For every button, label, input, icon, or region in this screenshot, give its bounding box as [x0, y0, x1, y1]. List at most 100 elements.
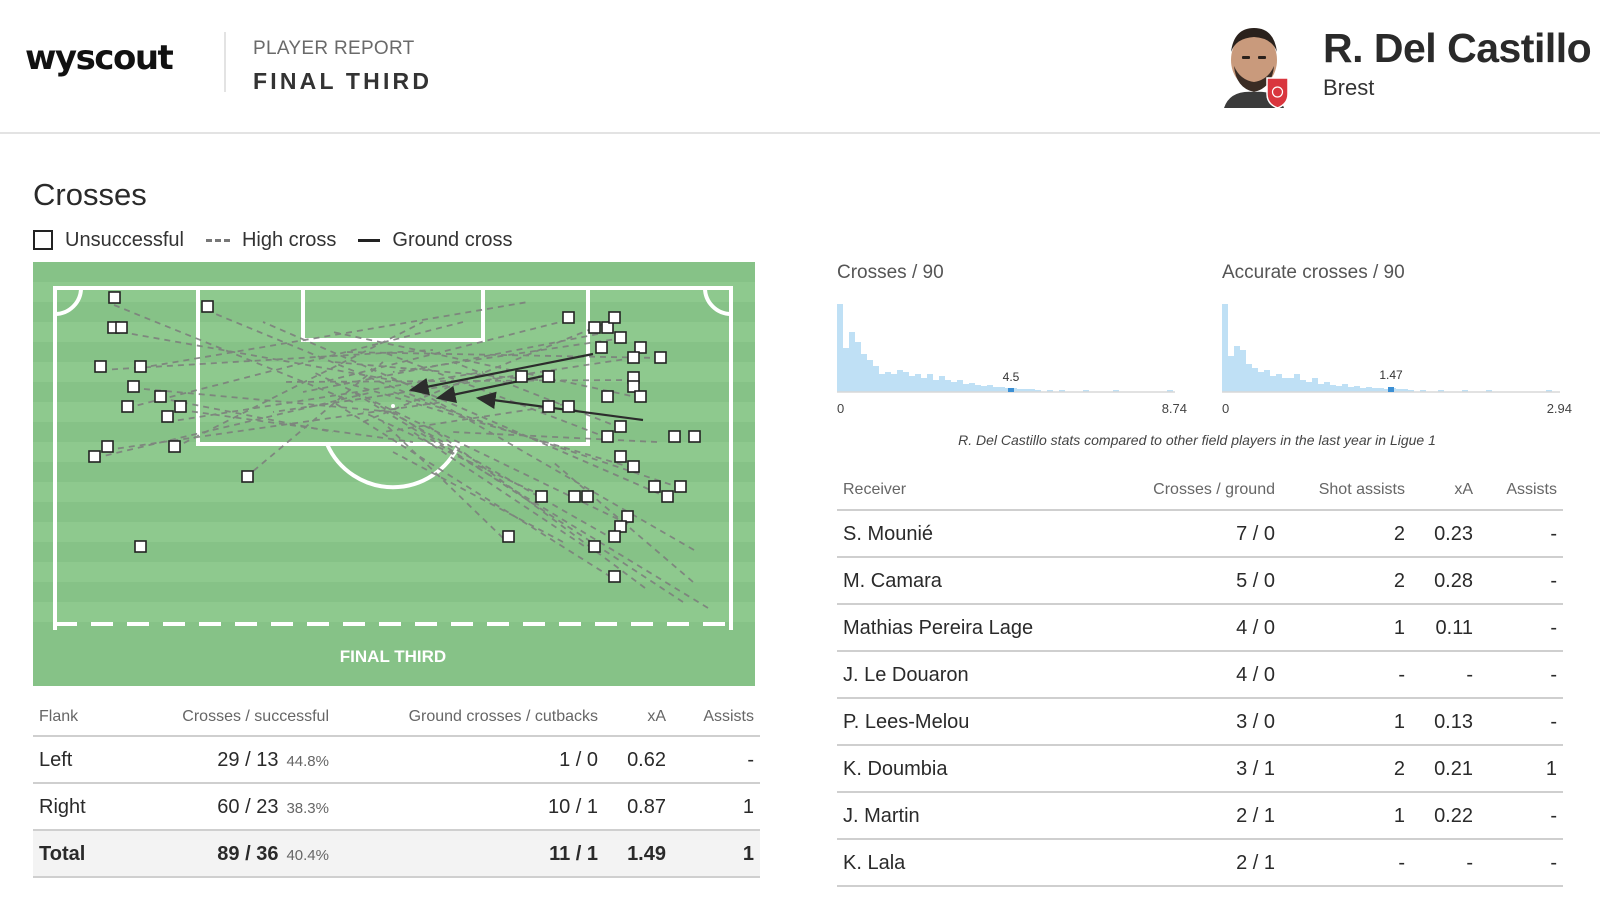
dist-title: Crosses / 90 — [837, 262, 944, 283]
legend-high-cross-label: High cross — [241, 228, 337, 251]
table-row: Left 29 / 13 44.8% 1 / 0 0.62 - — [33, 737, 760, 784]
success-percent: 38.3% — [286, 800, 329, 817]
assists-col-header[interactable]: Assists — [703, 708, 754, 725]
assists-col-header[interactable]: Assists — [1506, 481, 1557, 498]
receiver-name: S. Mounié — [843, 523, 934, 545]
receiver-name: J. Le Douaron — [843, 664, 969, 686]
flank-col-header[interactable]: Flank — [39, 708, 79, 725]
shot-assists-value: - — [1398, 664, 1405, 686]
assists-value: - — [747, 749, 754, 771]
xa-value: - — [1466, 664, 1473, 686]
crosses-ground-col-header[interactable]: Crosses / ground — [1153, 481, 1275, 498]
assists-value: - — [1550, 523, 1557, 545]
shot-assists-value: - — [1398, 852, 1405, 874]
xa-value: 0.87 — [627, 796, 666, 818]
player-value-label: 1.47 — [1379, 368, 1403, 382]
flank-name: Left — [39, 749, 73, 771]
success-percent: 44.8% — [286, 753, 329, 770]
crosses-ground: 4 / 0 — [1236, 617, 1275, 639]
flank-name: Total — [39, 843, 86, 865]
table-row[interactable]: Mathias Pereira Lage 4 / 0 1 0.11 - — [837, 605, 1563, 652]
xa-value: 0.11 — [1435, 617, 1473, 639]
xa-value: 0.22 — [1434, 805, 1473, 827]
crosses-ground: 4 / 0 — [1236, 664, 1275, 686]
receiver-name: M. Camara — [843, 570, 942, 592]
ground-cutbacks: 1 / 0 — [559, 749, 598, 771]
table-row[interactable]: K. Lala 2 / 1 - - - — [837, 840, 1563, 887]
shot-assists-value: 1 — [1393, 617, 1405, 639]
final-third-pitch: FINAL THIRD — [33, 262, 755, 686]
crosses-per-90-distribution: Crosses / 90 — [837, 262, 1187, 422]
player-value-label: 4.5 — [1003, 370, 1020, 384]
assists-value: - — [1550, 852, 1557, 874]
distribution-note: R. Del Castillo stats compared to other … — [958, 432, 1436, 448]
crosses-per-90-histogram: 4.5 0 8.74 — [837, 304, 1187, 416]
table-row[interactable]: J. Le Douaron 4 / 0 - - - — [837, 652, 1563, 699]
table-row[interactable]: K. Doumbia 3 / 1 2 0.21 1 — [837, 746, 1563, 793]
crosses-section-title: Crosses — [33, 177, 147, 212]
table-row: Right 60 / 23 38.3% 10 / 1 0.87 1 — [33, 784, 760, 831]
report-type: PLAYER REPORT — [253, 38, 415, 59]
shot-assists-value: 1 — [1393, 805, 1405, 827]
assists-value: - — [1550, 805, 1557, 827]
flank-name: Right — [39, 796, 86, 818]
assists-value: - — [1550, 711, 1557, 733]
receiver-name: P. Lees-Melou — [843, 711, 970, 733]
crosses-ground: 3 / 1 — [1236, 758, 1275, 780]
xa-value: - — [1466, 852, 1473, 874]
axis-max-label: 2.94 — [1547, 401, 1572, 416]
crosses-successful: 60 / 23 38.3% — [217, 796, 329, 818]
legend-unsuccessful: Unsuccessful — [33, 229, 184, 252]
ground-cross-arrows — [408, 352, 644, 422]
flank-table: Flank Crosses / successful Ground crosse… — [33, 700, 760, 878]
legend-high-cross: High cross — [205, 228, 337, 252]
crosses-ground: 2 / 1 — [1236, 852, 1275, 874]
xa-value: 0.62 — [627, 749, 666, 771]
header-divider — [224, 32, 226, 92]
histogram-bars — [837, 304, 1173, 392]
assists-value: - — [1550, 617, 1557, 639]
axis-min-label: 0 — [837, 401, 844, 416]
shot-assists-col-header[interactable]: Shot assists — [1318, 481, 1405, 498]
xa-value: 0.28 — [1434, 570, 1473, 592]
ground-cutbacks: 11 / 1 — [549, 843, 598, 865]
wyscout-logo[interactable]: wyscout — [25, 38, 174, 78]
ground-cutbacks-col-header[interactable]: Ground crosses / cutbacks — [408, 708, 598, 725]
crosses-ground: 2 / 1 — [1236, 805, 1275, 827]
receiver-table: Receiver Crosses / ground Shot assists x… — [837, 471, 1563, 887]
report-header: wyscout PLAYER REPORT FINAL THIRD R. Del… — [0, 0, 1600, 134]
table-row[interactable]: M. Camara 5 / 0 2 0.28 - — [837, 558, 1563, 605]
player-club: Brest — [1323, 75, 1375, 100]
receiver-name: Mathias Pereira Lage — [843, 617, 1034, 639]
receiver-col-header[interactable]: Receiver — [843, 481, 907, 498]
accurate-crosses-per-90-histogram: 1.47 0 2.94 — [1222, 304, 1572, 416]
player-marker — [1008, 388, 1014, 392]
crosses-ground: 3 / 0 — [1236, 711, 1275, 733]
shot-assists-value: 2 — [1393, 758, 1405, 780]
legend-unsuccessful-label: Unsuccessful — [65, 228, 184, 251]
dist-title: Accurate crosses / 90 — [1222, 262, 1405, 283]
table-row[interactable]: J. Martin 2 / 1 1 0.22 - — [837, 793, 1563, 840]
pitch-lines — [53, 286, 733, 630]
assists-value: 1 — [742, 796, 754, 818]
xa-col-header[interactable]: xA — [647, 708, 666, 725]
accurate-crosses-per-90-distribution: Accurate crosses / 90 — [1222, 262, 1572, 422]
crosses-successful: 89 / 36 40.4% — [217, 843, 329, 865]
xa-col-header[interactable]: xA — [1454, 481, 1473, 498]
crosses-successful-col-header[interactable]: Crosses / successful — [182, 708, 329, 725]
crosses-ground: 5 / 0 — [1236, 570, 1275, 592]
receiver-table-header: Receiver Crosses / ground Shot assists x… — [837, 471, 1563, 511]
table-row[interactable]: S. Mounié 7 / 0 2 0.23 - — [837, 511, 1563, 558]
crosses-successful: 29 / 13 44.8% — [217, 749, 329, 771]
assists-value: - — [1550, 664, 1557, 686]
histogram-bars — [1222, 304, 1552, 392]
table-row[interactable]: P. Lees-Melou 3 / 0 1 0.13 - — [837, 699, 1563, 746]
table-row-total: Total 89 / 36 40.4% 11 / 1 1.49 1 — [33, 831, 760, 878]
club-badge-icon — [1266, 77, 1289, 108]
report-title: FINAL THIRD — [253, 68, 433, 94]
axis-min-label: 0 — [1222, 401, 1229, 416]
assists-value: - — [1550, 570, 1557, 592]
legend-ground-cross: Ground cross — [358, 229, 512, 252]
unsuccessful-cross-markers — [88, 291, 701, 583]
xa-value: 0.23 — [1434, 523, 1473, 545]
